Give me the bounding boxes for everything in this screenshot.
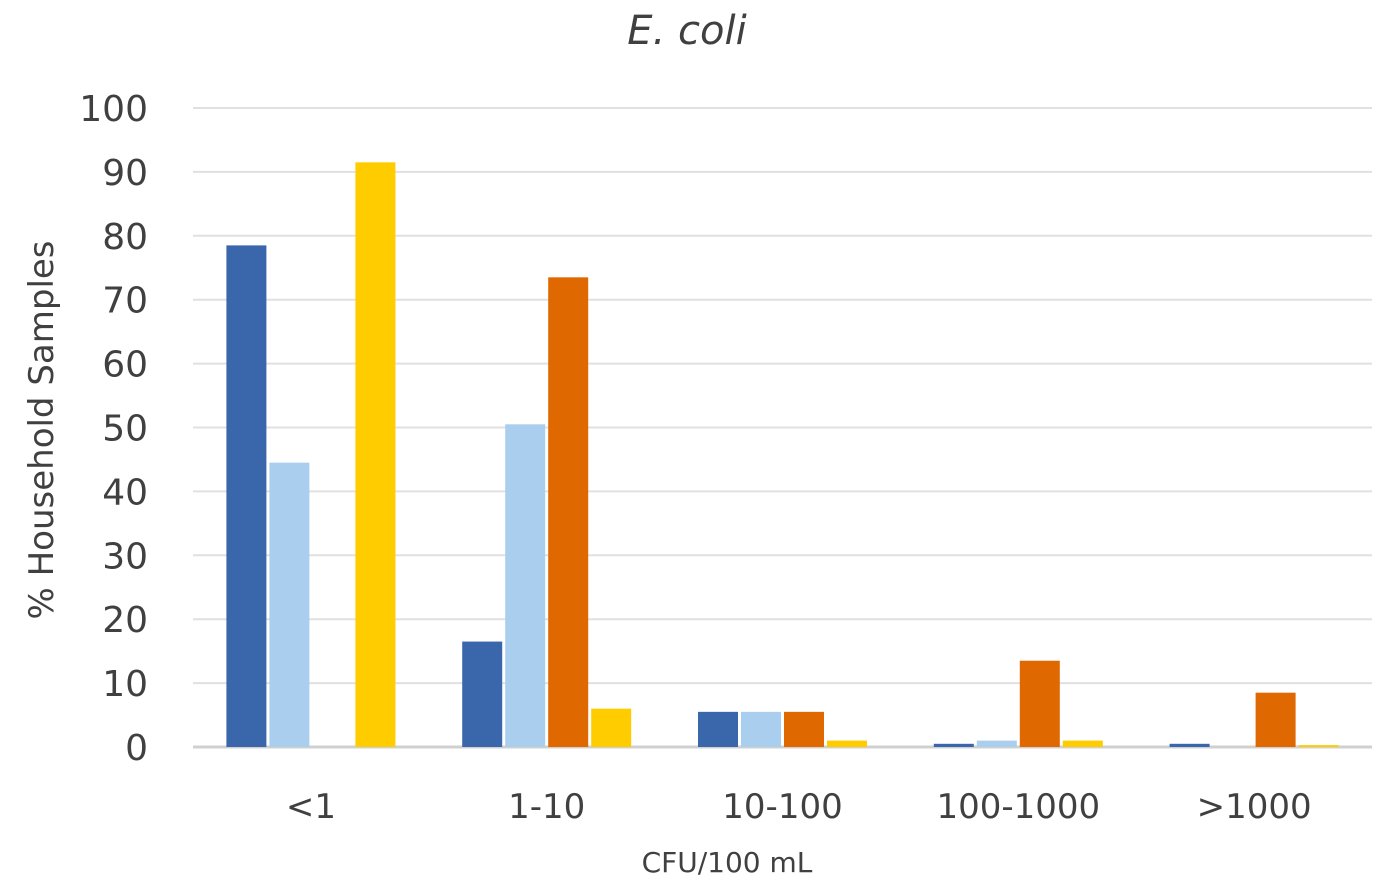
bar — [933, 743, 974, 747]
bar — [548, 277, 589, 747]
bar — [784, 711, 824, 747]
bar — [1255, 692, 1296, 747]
y-tick-label: 80 — [102, 217, 148, 258]
y-tick-label: 30 — [102, 536, 148, 577]
x-tick-label: <1 — [286, 787, 336, 827]
bar — [1019, 660, 1060, 747]
y-tick-label: 40 — [102, 472, 148, 513]
chart-title: E. coli — [627, 8, 747, 54]
x-tick-label: 1-10 — [508, 787, 585, 827]
x-tick-label: 100-1000 — [936, 787, 1100, 827]
bar — [505, 424, 546, 747]
x-axis-categories: <1 1-10 10-100 100-1000 >1000 — [286, 787, 1312, 827]
y-tick-label: 90 — [102, 153, 148, 194]
bars — [226, 162, 1339, 747]
y-tick-label: 10 — [102, 664, 148, 705]
y-tick-label: 50 — [102, 409, 148, 450]
bar — [226, 245, 267, 747]
bar — [698, 711, 738, 747]
y-tick-label: 70 — [102, 281, 148, 322]
bar — [827, 740, 867, 747]
bar — [1169, 743, 1210, 747]
bar — [269, 462, 310, 747]
bar — [976, 740, 1017, 747]
bar — [1062, 740, 1103, 747]
bar — [355, 162, 396, 747]
x-axis-label: CFU/100 mL — [641, 846, 813, 879]
bar — [741, 711, 781, 747]
y-tick-label: 20 — [102, 600, 148, 641]
y-tick-label: 100 — [79, 89, 148, 130]
bar — [462, 641, 503, 747]
bar — [591, 708, 632, 747]
bar — [1298, 745, 1339, 747]
y-axis-ticks: 0 10 20 30 40 50 60 70 80 90 100 — [79, 89, 148, 769]
x-tick-label: 10-100 — [722, 787, 842, 827]
y-tick-label: 60 — [102, 345, 148, 386]
x-tick-label: >1000 — [1197, 787, 1312, 827]
y-tick-label: 0 — [125, 728, 148, 769]
